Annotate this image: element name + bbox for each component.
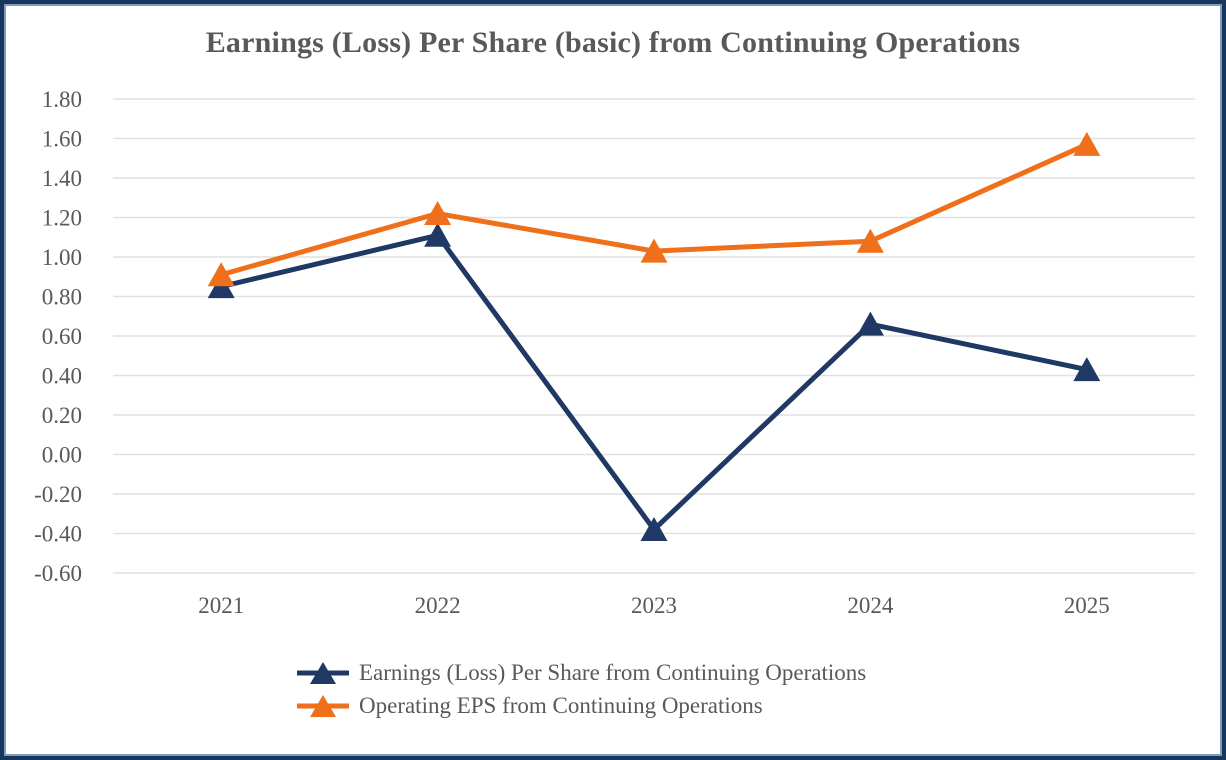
data-point-marker [1073,357,1101,382]
y-tick-label: -0.40 [34,522,82,547]
y-tick-label: 1.60 [42,127,82,152]
data-point-marker [1073,131,1101,156]
legend-label-eps: Earnings (Loss) Per Share from Continuin… [359,660,867,685]
x-tick-label: 2025 [1064,593,1110,618]
chart-legend: Earnings (Loss) Per Share from Continuin… [296,659,866,720]
x-tick-label: 2024 [847,593,894,618]
y-tick-label: 0.40 [42,364,82,389]
chart-title: Earnings (Loss) Per Share (basic) from C… [205,26,1021,59]
y-tick-label: 0.00 [42,443,82,468]
chart-frame-inner-border [4,4,1222,756]
data-point-marker [424,201,452,226]
data-point-marker [207,262,235,287]
y-tick-label: 1.20 [42,206,82,231]
legend-item-operating-eps: Operating EPS from Continuing Operations [296,692,866,720]
series-line [220,232,1088,533]
legend-label-operating-eps: Operating EPS from Continuing Operations [359,693,763,718]
data-point-marker [640,517,668,542]
y-tick-label: 1.80 [42,87,82,112]
y-tick-label: -0.20 [34,482,82,507]
y-tick-label: 1.40 [42,166,82,191]
data-point-marker [856,228,884,253]
legend-swatch-eps-line-triangle [297,662,349,684]
x-tick-label: 2023 [631,593,677,618]
y-tick-label: 0.80 [42,285,82,310]
data-point-marker [424,222,452,247]
x-tick-label: 2022 [415,593,461,618]
y-tick-label: 0.60 [42,324,82,349]
y-tick-label: 1.00 [42,245,82,270]
legend-swatch-operating-eps-line-triangle [297,695,349,717]
data-point-marker [856,311,884,336]
x-tick-label: 2021 [198,593,244,618]
legend-item-eps: Earnings (Loss) Per Share from Continuin… [296,659,866,687]
y-tick-label: 0.20 [42,403,82,428]
y-tick-label: -0.60 [34,561,82,586]
data-point-marker [640,238,668,263]
